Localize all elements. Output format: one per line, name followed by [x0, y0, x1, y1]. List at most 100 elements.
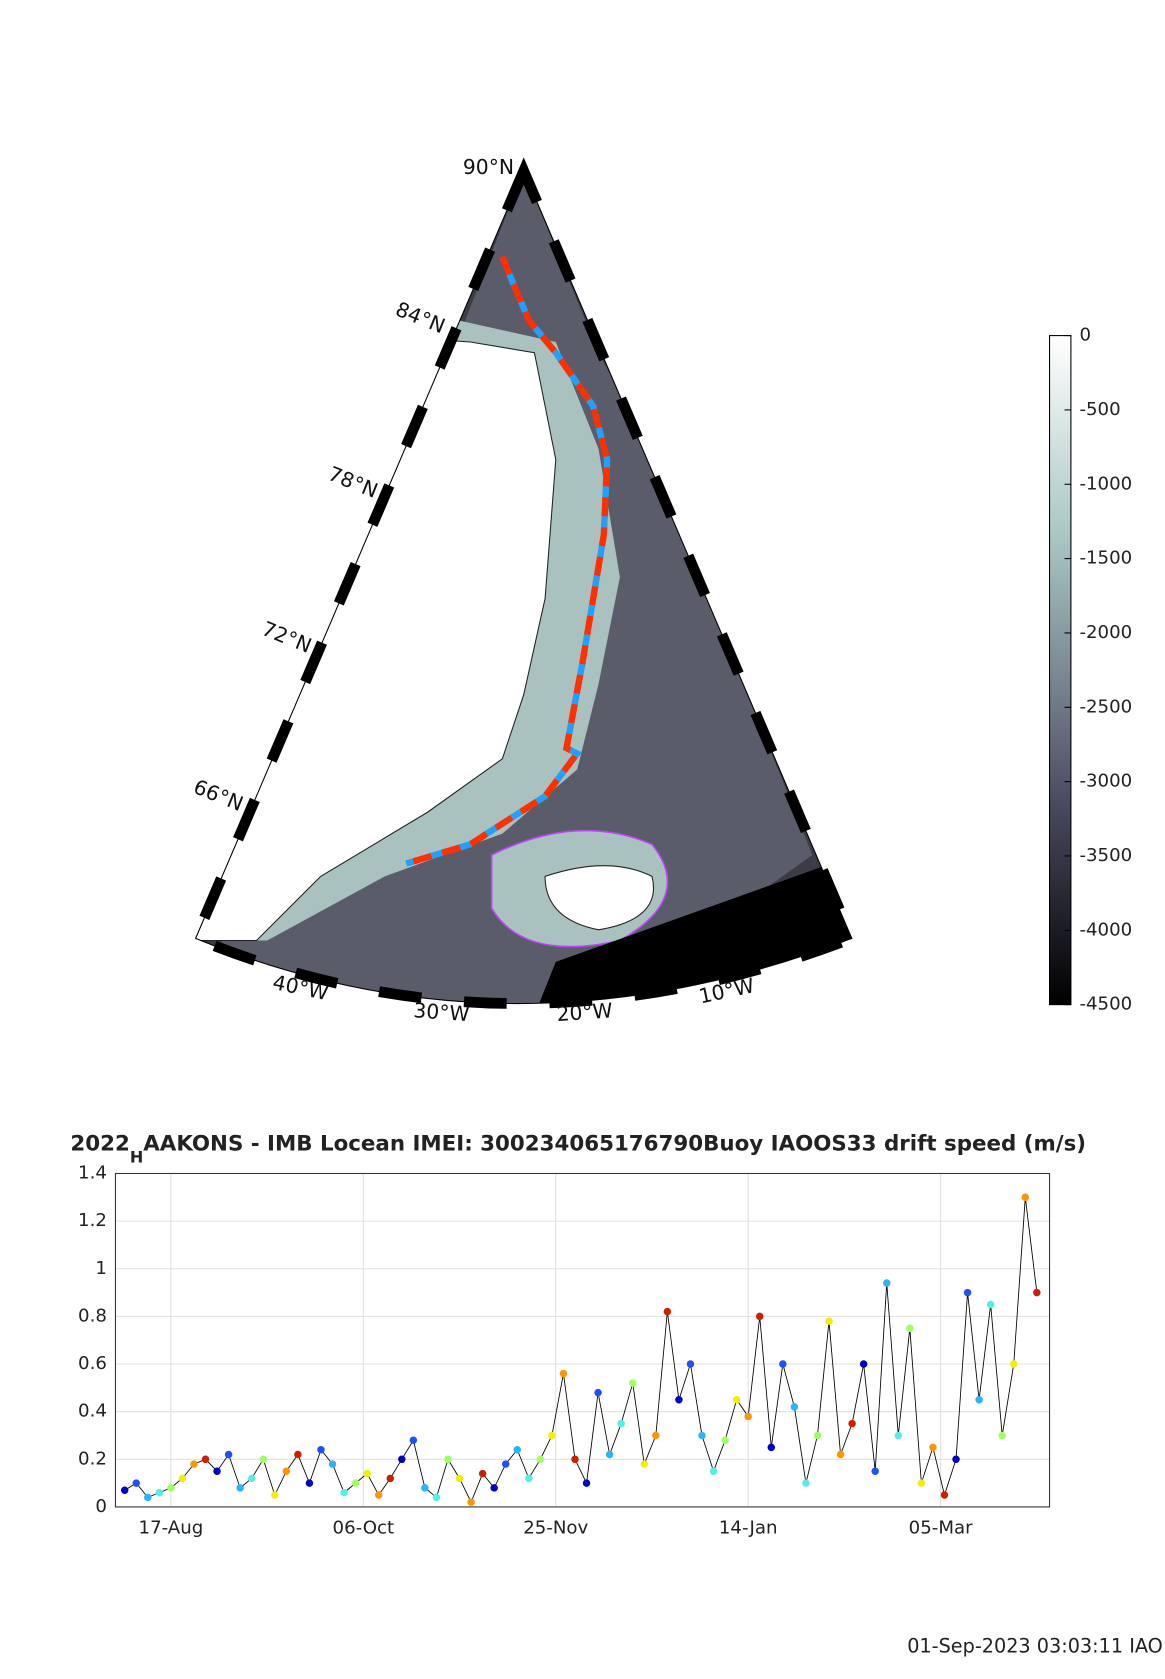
speed-point — [525, 1474, 533, 1483]
speed-point — [894, 1431, 903, 1440]
deep-black — [513, 854, 852, 1004]
speed-point — [432, 1493, 441, 1502]
speed-point — [663, 1307, 672, 1316]
speed-point — [698, 1431, 706, 1440]
x-tick-label: 25-Nov — [523, 1517, 588, 1538]
speed-point — [259, 1455, 267, 1464]
speed-point — [709, 1467, 718, 1475]
colorbar-label: -2000 — [1079, 622, 1132, 643]
speed-point — [513, 1446, 522, 1454]
chart-title: 2022HAAKONS - IMB Locean IMEI: 300234065… — [70, 1132, 1086, 1166]
speed-point — [386, 1474, 394, 1483]
colorbar — [1049, 335, 1072, 1006]
speed-point — [490, 1484, 498, 1492]
speed-point — [836, 1450, 845, 1459]
lon-label: 20°W — [556, 998, 614, 1026]
x-tick-label: 06-Oct — [333, 1517, 395, 1538]
speed-point — [155, 1488, 164, 1497]
speed-point — [952, 1455, 960, 1464]
speed-point — [790, 1403, 799, 1411]
x-tick-label: 14-Jan — [719, 1517, 778, 1538]
speed-point — [559, 1369, 568, 1378]
y-tick-label: 0.2 — [78, 1448, 107, 1469]
speed-point — [213, 1467, 221, 1475]
speed-point — [594, 1388, 602, 1397]
speed-point — [201, 1455, 210, 1464]
lat-label: 66°N — [190, 775, 246, 816]
speed-point — [732, 1396, 741, 1404]
speed-point — [906, 1324, 914, 1333]
colorbar-label: -4000 — [1079, 919, 1132, 940]
y-tick-label: 1.4 — [78, 1162, 107, 1183]
colorbar-label: -2500 — [1079, 696, 1132, 717]
speed-point — [501, 1460, 510, 1468]
map-outline — [194, 169, 853, 1004]
speed-point — [721, 1436, 729, 1444]
speed-point — [871, 1467, 879, 1475]
speed-point — [409, 1436, 418, 1444]
lat-label: 90°N — [463, 155, 514, 179]
speed-point — [282, 1467, 291, 1475]
speed-point — [178, 1474, 187, 1483]
colorbar-label: -3000 — [1079, 771, 1132, 792]
speed-point — [536, 1455, 545, 1464]
speed-point — [224, 1450, 233, 1459]
timestamp: 01-Sep-2023 03:03:11 IAO — [907, 1634, 1163, 1657]
speed-point — [478, 1469, 487, 1478]
speed-point — [363, 1469, 371, 1478]
speed-point — [167, 1484, 175, 1492]
speed-chart: 0 0.2 0.4 0.6 0.8 1 1.2 1.4 17-Aug 06-Oct 25-Nov 14… — [78, 1162, 1051, 1538]
speed-point — [467, 1498, 475, 1506]
y-tick-label: 0.6 — [78, 1353, 107, 1374]
speed-point — [190, 1460, 198, 1468]
speed-point — [825, 1317, 833, 1325]
lat-label: 78°N — [325, 461, 381, 502]
colorbar-label: 0 — [1079, 325, 1091, 346]
speed-line — [124, 1197, 1038, 1504]
speed-point — [779, 1360, 787, 1368]
colorbar-label: -1000 — [1079, 473, 1132, 494]
y-tick-label: 1 — [95, 1258, 107, 1279]
speed-point — [940, 1491, 949, 1499]
speed-point — [986, 1300, 995, 1309]
title-sub: H — [130, 1147, 143, 1166]
colorbar-label: -500 — [1079, 399, 1120, 420]
speed-point — [247, 1474, 256, 1483]
speed-point — [444, 1455, 452, 1464]
speed-point — [767, 1443, 776, 1452]
speed-point — [963, 1288, 972, 1297]
speed-point — [975, 1396, 983, 1404]
speed-point — [1010, 1360, 1018, 1368]
speed-point — [455, 1474, 464, 1483]
speed-point — [317, 1446, 325, 1454]
colorbar-label: -4500 — [1079, 994, 1132, 1015]
speed-point — [675, 1396, 683, 1404]
lon-label: 30°W — [413, 998, 471, 1026]
x-tick-label: 17-Aug — [139, 1517, 204, 1538]
speed-point — [605, 1450, 614, 1459]
colorbar-label: -3500 — [1079, 845, 1132, 866]
speed-point — [351, 1479, 360, 1487]
speed-point — [132, 1479, 140, 1487]
speed-point — [398, 1455, 406, 1464]
map: 90°N84°N78°N72°N66°N40°W30°W 20°W10°W0-50… — [188, 155, 1132, 1026]
speed-point — [305, 1479, 314, 1487]
speed-point — [294, 1450, 302, 1459]
drift-track — [405, 255, 611, 867]
title-rest: AAKONS - IMB Locean IMEI: 30023406517679… — [143, 1132, 1086, 1157]
y-tick-label: 1.2 — [78, 1210, 107, 1231]
speed-point — [271, 1491, 279, 1499]
speed-point — [548, 1431, 556, 1440]
speed-point — [813, 1431, 822, 1440]
speed-point — [640, 1460, 649, 1468]
speed-point — [374, 1491, 383, 1499]
speed-point — [1033, 1288, 1041, 1297]
speed-point — [571, 1455, 579, 1464]
speed-point — [617, 1419, 625, 1428]
speed-point — [755, 1312, 764, 1321]
speed-point — [421, 1484, 429, 1492]
y-tick-label: 0.4 — [78, 1401, 107, 1422]
speed-point — [236, 1484, 244, 1492]
